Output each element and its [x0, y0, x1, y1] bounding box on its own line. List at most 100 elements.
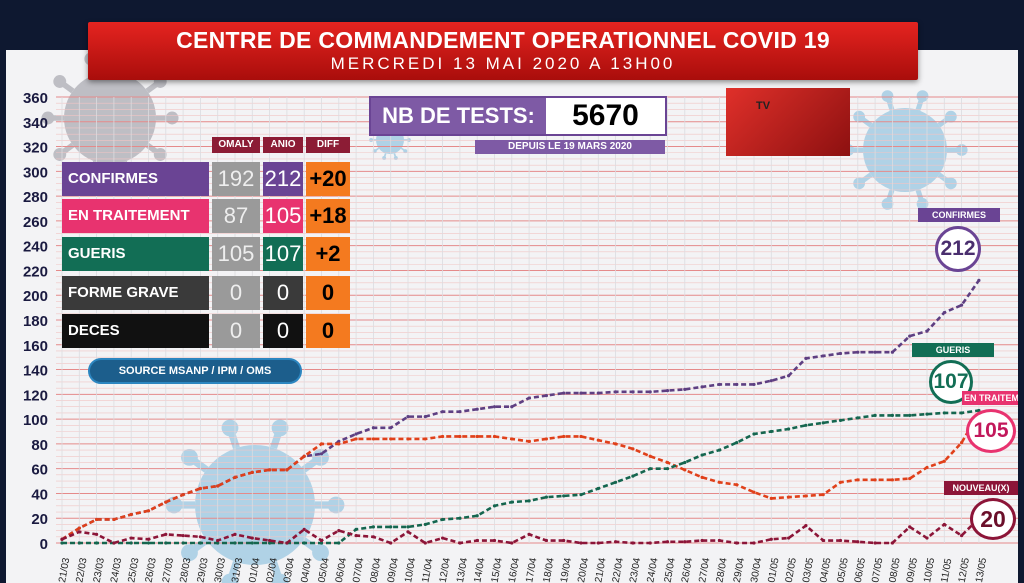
callout-label-gueris: GUERIS: [912, 343, 994, 357]
x-tick-label: 03/05: [801, 557, 816, 583]
tests-counter: NB DE TESTS: 5670: [369, 96, 667, 136]
series-point: [250, 541, 254, 545]
series-point: [250, 470, 254, 474]
series-point: [717, 448, 722, 452]
series-point: [942, 411, 946, 415]
x-tick-label: 11/05: [939, 557, 954, 583]
x-tick-label: 12/04: [438, 557, 453, 583]
series-point: [804, 494, 808, 498]
y-tick-label: 20: [31, 511, 48, 528]
series-point: [423, 541, 427, 545]
series-point: [302, 541, 306, 545]
x-tick-label: 03/04: [282, 557, 297, 583]
series-point: [371, 525, 375, 529]
y-tick-label: 140: [23, 363, 48, 380]
series-point: [942, 459, 946, 463]
virus-spike-tip: [271, 419, 289, 437]
series-point: [717, 538, 722, 543]
series-point: [423, 415, 427, 419]
y-tick-label: 160: [23, 338, 48, 355]
series-point: [354, 432, 358, 436]
series-point: [492, 405, 497, 409]
x-tick-label: 05/04: [317, 557, 332, 583]
virus-body: [64, 72, 156, 164]
series-point: [77, 541, 81, 545]
series-point: [631, 474, 635, 478]
y-tick-label: 300: [23, 164, 48, 181]
series-point: [752, 541, 756, 545]
series-point: [250, 536, 254, 540]
series-point: [544, 393, 549, 398]
y-tick-label: 0: [40, 536, 48, 553]
virus-spike-tip: [327, 496, 345, 514]
y-tick-label: 240: [23, 239, 48, 256]
x-axis-ticks: 21/03 22/03 23/03 24/03 25/03 26/03 27/03 28/03…: [57, 557, 989, 583]
series-point: [285, 468, 289, 472]
y-tick-label: 120: [23, 387, 48, 404]
x-tick-label: 01/05: [766, 557, 781, 583]
series-point: [821, 354, 825, 358]
series-point: [631, 447, 635, 451]
series-point: [233, 475, 237, 479]
x-tick-label: 10/05: [922, 557, 937, 583]
chart-points: [60, 278, 981, 545]
series-point: [181, 541, 185, 545]
y-tick-label: 180: [23, 313, 48, 330]
series-point: [908, 334, 912, 338]
series-point: [510, 437, 514, 441]
y-tick-label: 200: [23, 288, 48, 305]
series-point: [510, 405, 514, 409]
y-tick-label: 260: [23, 214, 48, 231]
series-point: [700, 453, 704, 457]
series-point: [458, 516, 462, 520]
series-point: [95, 541, 99, 545]
virus-spike-tip: [881, 90, 894, 102]
series-point: [544, 538, 549, 543]
series-point: [544, 495, 549, 499]
diff-gueris: +2: [306, 237, 350, 271]
series-point: [562, 494, 566, 498]
series-point: [960, 411, 964, 415]
series-point: [441, 536, 445, 540]
x-tick-label: 04/04: [299, 557, 314, 583]
series-point: [302, 454, 306, 458]
series-point: [181, 493, 185, 497]
virus-spike-tip: [881, 198, 894, 210]
anio-confirmes: 212: [263, 162, 303, 196]
virus-spike-tip: [181, 544, 198, 562]
series-point: [821, 538, 825, 543]
series-point: [735, 382, 739, 387]
virus-spike-tip: [944, 110, 957, 123]
tests-label: NB DE TESTS:: [371, 98, 546, 134]
series-point: [821, 493, 825, 497]
row-label-forme-grave: FORME GRAVE: [62, 276, 209, 310]
x-tick-label: 02/04: [265, 557, 280, 583]
series-point: [475, 514, 479, 518]
series-point: [60, 541, 64, 545]
series-point: [769, 379, 773, 383]
x-tick-label: 23/03: [92, 557, 107, 583]
x-tick-label: 26/04: [680, 557, 695, 583]
series-point: [735, 441, 739, 445]
x-tick-label: 24/03: [109, 557, 124, 583]
series-point: [129, 512, 133, 517]
series-point: [441, 410, 445, 414]
y-tick-label: 100: [23, 412, 48, 429]
series-line-3: [62, 409, 980, 545]
series-point: [216, 538, 220, 543]
series-point: [769, 537, 773, 541]
series-point: [354, 527, 358, 531]
x-tick-label: 09/05: [905, 557, 920, 583]
series-point: [735, 541, 739, 545]
series-point: [787, 536, 791, 540]
series-point: [389, 437, 393, 441]
virus-body: [863, 108, 947, 192]
series-point: [562, 391, 566, 395]
virus-spike-tip: [221, 419, 239, 437]
series-point: [856, 350, 860, 354]
series-point: [181, 533, 185, 538]
x-tick-label: 15/04: [490, 557, 505, 583]
series-point: [527, 532, 531, 536]
series-point: [614, 442, 618, 446]
x-tick-label: 13/05: [974, 557, 989, 583]
